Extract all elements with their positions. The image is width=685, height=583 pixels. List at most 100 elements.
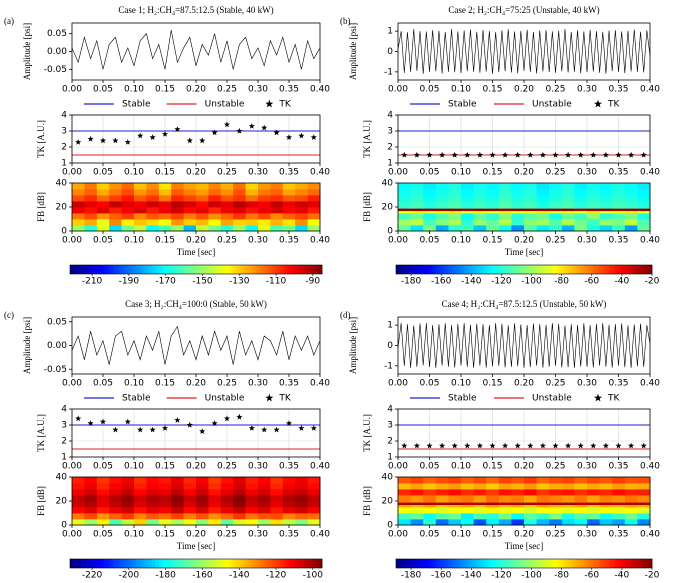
heatmap-cell bbox=[561, 504, 575, 508]
tk-marker bbox=[401, 442, 408, 449]
colorbar-segment bbox=[70, 559, 74, 568]
heatmap-cell bbox=[410, 208, 424, 211]
heatmap-cell bbox=[282, 513, 296, 520]
heatmap-cell bbox=[624, 489, 638, 496]
tk-marker bbox=[310, 425, 317, 431]
colorbar-segment bbox=[246, 559, 250, 568]
heatmap-cell bbox=[134, 195, 147, 202]
heatmap-cell bbox=[524, 513, 537, 520]
colorbar-segment bbox=[123, 265, 127, 274]
heatmap-cell bbox=[448, 225, 462, 232]
heatmap-cell bbox=[258, 483, 271, 490]
heatmap-cell bbox=[549, 225, 563, 232]
heatmap-cell bbox=[524, 219, 537, 226]
tk-marker bbox=[489, 442, 496, 449]
x-tick-label: 0.30 bbox=[248, 379, 268, 389]
colorbar-tick-label: -180 bbox=[401, 571, 422, 581]
tk-marker bbox=[298, 132, 305, 139]
y-tick-label: 2 bbox=[61, 437, 67, 447]
colorbar-segment bbox=[315, 559, 320, 568]
x-tick-label: 0.35 bbox=[608, 236, 628, 246]
panel-label: (b) bbox=[340, 16, 351, 26]
heatmap-cell bbox=[536, 195, 550, 202]
heatmap-cell bbox=[146, 483, 160, 490]
colorbar-segment bbox=[495, 559, 499, 568]
x-tick-label: 0.15 bbox=[155, 379, 175, 389]
x-tick-label: 0.25 bbox=[545, 168, 565, 178]
heatmap-cell bbox=[536, 189, 550, 196]
heatmap-cell bbox=[295, 513, 308, 520]
colorbar-segment bbox=[287, 265, 291, 274]
colorbar-tick-label: -140 bbox=[461, 277, 482, 287]
colorbar-tick-label: -150 bbox=[192, 277, 213, 287]
heatmap-cell bbox=[461, 477, 474, 484]
colorbar-segment bbox=[540, 559, 544, 568]
heatmap-cell bbox=[498, 502, 512, 505]
colorbar-segment bbox=[183, 265, 187, 274]
heatmap-cell bbox=[307, 513, 321, 520]
colorbar-segment bbox=[453, 559, 458, 568]
heatmap-cell bbox=[574, 513, 588, 520]
x-axis-label: Time [sec] bbox=[505, 541, 543, 551]
heatmap-cell bbox=[587, 513, 600, 520]
heatmap-cell bbox=[587, 502, 600, 505]
colorbar-segment bbox=[434, 559, 438, 568]
colorbar-segment bbox=[199, 265, 203, 274]
x-tick-label: 0.35 bbox=[608, 85, 628, 95]
heatmap-cell bbox=[473, 213, 487, 220]
colorbar-tick-label: -130 bbox=[229, 277, 250, 287]
x-tick-label: 0.35 bbox=[279, 462, 299, 472]
colorbar-segment bbox=[444, 559, 448, 568]
heatmap-cell bbox=[84, 225, 98, 232]
colorbar-segment bbox=[293, 559, 298, 568]
y-tick-label: 0 bbox=[61, 227, 67, 237]
colorbar-segment bbox=[70, 265, 74, 274]
colorbar-segment bbox=[274, 265, 279, 274]
colorbar-segment bbox=[421, 265, 426, 274]
x-tick-label: 0.40 bbox=[640, 168, 660, 178]
heatmap-cell bbox=[270, 513, 284, 520]
x-tick-label: 0.40 bbox=[640, 379, 660, 389]
heatmap-cell bbox=[536, 507, 550, 514]
x-tick-label: 0.05 bbox=[419, 530, 439, 540]
heatmap-cell bbox=[183, 513, 197, 520]
heatmap-cell bbox=[637, 477, 651, 484]
heatmap-cell bbox=[398, 513, 411, 520]
y-tick-label: 0.05 bbox=[47, 317, 67, 327]
heatmap-cell bbox=[245, 495, 259, 502]
heatmap-cell bbox=[549, 201, 563, 209]
heatmap-cell bbox=[410, 502, 424, 505]
heatmap-cell bbox=[307, 189, 321, 196]
heatmap-cell bbox=[410, 504, 424, 508]
colorbar-segment bbox=[236, 559, 241, 568]
colorbar-segment bbox=[123, 559, 127, 568]
heatmap-cell bbox=[282, 195, 296, 202]
colorbar-segment bbox=[192, 265, 197, 274]
heatmap-cell bbox=[587, 225, 600, 232]
heatmap-cell bbox=[435, 504, 449, 508]
colorbar-segment bbox=[236, 265, 241, 274]
x-tick-label: 0.15 bbox=[482, 462, 502, 472]
heatmap-cell bbox=[307, 225, 321, 232]
heatmap-cell bbox=[270, 495, 284, 502]
heatmap-cell bbox=[612, 189, 626, 196]
tk-marker bbox=[137, 132, 144, 139]
x-tick-label: 0.00 bbox=[388, 168, 408, 178]
y-tick-label: 0 bbox=[387, 341, 393, 351]
tk-marker bbox=[476, 151, 483, 158]
heatmap-cell bbox=[171, 489, 184, 496]
x-tick-label: 0.35 bbox=[608, 379, 628, 389]
heatmap-cell bbox=[220, 477, 234, 484]
heatmap-cell bbox=[196, 213, 209, 220]
heatmap-cell bbox=[536, 504, 550, 508]
colorbar-segment bbox=[428, 265, 432, 274]
heatmap-cell bbox=[146, 519, 160, 526]
colorbar-segment bbox=[463, 559, 467, 568]
colorbar-segment bbox=[208, 559, 213, 568]
y-tick-label: 0.00 bbox=[47, 47, 67, 57]
x-tick-label: 0.35 bbox=[608, 168, 628, 178]
heatmap-cell bbox=[486, 507, 500, 514]
heatmap-cell bbox=[258, 489, 271, 496]
heatmap-cell bbox=[84, 219, 98, 226]
heatmap-cell bbox=[196, 501, 209, 508]
